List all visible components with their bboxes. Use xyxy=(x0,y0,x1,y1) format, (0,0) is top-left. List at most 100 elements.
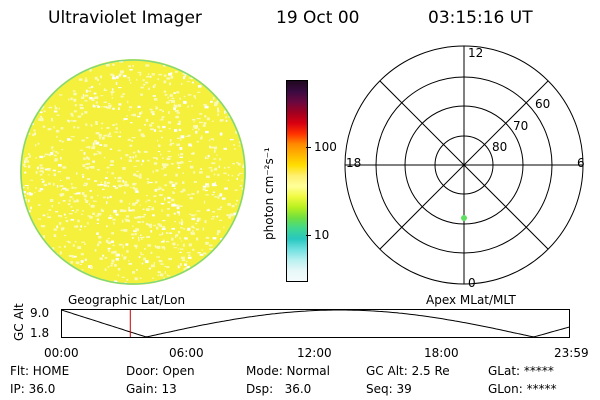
disk-speckle xyxy=(83,157,86,161)
disk-speckle xyxy=(110,73,114,76)
disk-speckle xyxy=(93,200,95,202)
disk-speckle xyxy=(206,209,210,212)
disk-speckle xyxy=(84,111,88,114)
disk-speckle xyxy=(206,117,210,121)
disk-speckle xyxy=(26,288,28,291)
disk-speckle xyxy=(23,71,27,74)
disk-speckle xyxy=(219,193,223,197)
disk-speckle xyxy=(68,266,71,268)
disk-speckle xyxy=(21,258,24,262)
disk-speckle xyxy=(239,132,244,135)
disk-speckle xyxy=(189,69,191,71)
disk-speckle xyxy=(25,128,29,131)
mlt-label-18: 18 xyxy=(346,156,362,170)
disk-speckle xyxy=(115,258,119,261)
disk-speckle xyxy=(153,195,157,197)
disk-speckle xyxy=(139,204,141,206)
disk-speckle xyxy=(83,225,87,228)
disk-speckle xyxy=(118,135,121,138)
disk-speckle xyxy=(190,231,193,235)
disk-speckle xyxy=(168,111,170,115)
disk-speckle xyxy=(23,58,27,59)
disk-speckle xyxy=(182,278,186,281)
disk-speckle xyxy=(195,270,197,272)
flight-status: Flt: HOME xyxy=(10,364,70,378)
disk-speckle xyxy=(241,249,243,253)
disk-speckle xyxy=(46,247,48,250)
disk-speckle xyxy=(212,76,214,79)
disk-speckle xyxy=(137,115,141,118)
disk-speckle xyxy=(249,288,251,290)
disk-speckle xyxy=(183,95,186,98)
disk-speckle xyxy=(24,97,28,100)
disk-speckle xyxy=(141,216,145,218)
disk-speckle xyxy=(59,139,62,142)
disk-speckle xyxy=(21,62,24,66)
disk-speckle xyxy=(179,97,181,100)
disk-speckle xyxy=(80,213,84,215)
disk-speckle xyxy=(74,240,77,243)
geo-longitude: GLon: ***** xyxy=(488,382,557,396)
disk-speckle xyxy=(187,94,192,96)
disk-speckle xyxy=(221,197,226,200)
disk-speckle xyxy=(199,62,202,64)
disk-speckle xyxy=(128,263,132,265)
disk-speckle xyxy=(157,78,160,81)
disk-speckle xyxy=(222,252,225,255)
disk-speckle xyxy=(169,82,171,86)
disk-speckle xyxy=(52,169,56,172)
disk-speckle xyxy=(44,153,49,156)
disk-speckle xyxy=(184,263,187,266)
disk-speckle xyxy=(107,247,111,250)
disk-speckle xyxy=(81,286,83,288)
disk-speckle xyxy=(195,223,198,225)
disk-speckle xyxy=(167,208,170,210)
disk-speckle xyxy=(76,209,79,211)
disk-speckle xyxy=(87,178,91,180)
disk-speckle xyxy=(113,210,117,213)
disk-speckle xyxy=(105,177,108,179)
disk-speckle xyxy=(223,166,226,169)
disk-speckle xyxy=(81,241,85,243)
disk-speckle xyxy=(242,77,244,80)
disk-speckle xyxy=(210,146,215,149)
disk-speckle xyxy=(98,133,102,137)
disk-speckle xyxy=(86,156,88,160)
disk-speckle xyxy=(217,197,220,199)
disk-speckle xyxy=(28,133,31,135)
disk-speckle xyxy=(143,236,145,238)
disk-speckle xyxy=(217,279,219,282)
disk-speckle xyxy=(58,222,62,225)
disk-speckle xyxy=(239,105,243,109)
disk-speckle xyxy=(70,136,75,138)
disk-speckle xyxy=(239,261,244,264)
disk-speckle xyxy=(42,76,46,79)
disk-speckle xyxy=(29,192,33,196)
disk-speckle xyxy=(187,194,191,196)
disk-speckle xyxy=(191,225,194,228)
disk-speckle xyxy=(165,163,169,166)
disk-speckle xyxy=(48,153,51,157)
disk-speckle xyxy=(184,236,188,239)
disk-speckle xyxy=(202,188,206,191)
disk-speckle xyxy=(25,110,29,114)
disk-speckle xyxy=(121,254,123,257)
disk-speckle xyxy=(84,198,87,201)
disk-speckle xyxy=(149,124,153,127)
disk-speckle xyxy=(234,189,238,191)
disk-speckle xyxy=(135,202,138,204)
disk-speckle xyxy=(234,113,236,115)
disk-speckle xyxy=(61,189,62,191)
disk-speckle xyxy=(72,198,74,200)
disk-speckle xyxy=(210,138,214,140)
disk-speckle xyxy=(244,134,245,137)
disk-speckle xyxy=(188,77,193,79)
disk-speckle xyxy=(242,92,245,95)
disk-speckle xyxy=(219,219,223,221)
disk-speckle xyxy=(207,269,212,272)
disk-speckle xyxy=(146,75,150,78)
disk-speckle xyxy=(117,274,119,277)
disk-speckle xyxy=(234,260,238,264)
disk-speckle xyxy=(51,147,53,150)
disk-speckle xyxy=(58,215,62,217)
